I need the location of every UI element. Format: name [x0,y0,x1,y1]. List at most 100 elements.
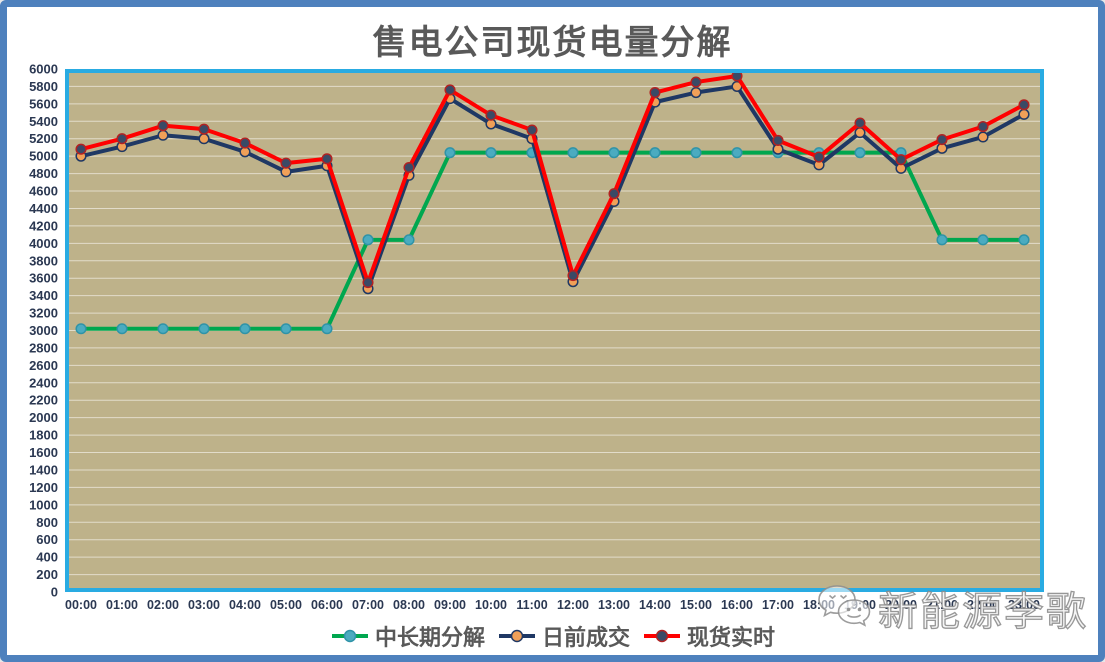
data-point [116,133,128,145]
data-point [362,277,374,289]
data-point [321,323,333,335]
data-point [936,134,948,146]
legend-item-realtime: 现货实时 [642,620,775,652]
data-point [116,323,128,335]
navy-line-marker-icon [498,629,535,643]
y-tick-label: 5400 [29,114,58,129]
y-tick-label: 5200 [29,131,58,146]
y-tick-label: 2400 [29,375,58,390]
data-point [977,120,989,133]
data-point [198,123,210,135]
y-tick-label: 5800 [29,79,58,94]
x-tick-label: 17:00 [762,598,794,612]
y-tick-label: 3800 [29,253,58,268]
x-tick-label: 09:00 [434,598,466,612]
x-tick-label: 04:00 [229,598,261,612]
data-point [772,134,784,147]
x-tick-label: 12:00 [557,598,589,612]
x-tick-label: 15:00 [680,598,712,612]
x-tick-label: 14:00 [639,598,671,612]
data-point [1018,99,1030,111]
data-point [1018,234,1030,246]
data-point [854,147,866,159]
y-tick-label: 4200 [29,218,58,233]
data-point [608,147,620,159]
x-tick-label: 06:00 [311,598,343,612]
x-tick-label: 18:00 [803,598,835,612]
y-tick-label: 3400 [29,288,58,303]
series-line [79,150,1026,331]
series-line [79,84,1026,291]
y-tick-label: 4400 [29,201,58,216]
y-tick-label: 3000 [29,323,58,338]
data-point [854,117,866,129]
legend-label: 现货实时 [687,625,776,651]
y-tick-label: 200 [36,567,58,582]
data-point [567,147,579,159]
legend-item-dayahead: 日前成交 [497,620,630,652]
y-tick-label: 5600 [29,96,58,111]
series-0 [75,147,1030,335]
y-tick-label: 0 [51,585,58,600]
data-point [157,129,169,141]
x-tick-label: 00:00 [65,598,97,612]
data-point [936,234,948,246]
data-point [198,133,210,145]
series-line [79,73,1026,285]
chart-legend: 中长期分解 日前成交 现货实时 [7,620,1098,652]
y-tick-label: 3200 [29,306,58,321]
data-point [813,151,825,163]
y-tick-label: 2600 [29,358,58,373]
data-point [485,147,497,159]
data-point [649,147,661,159]
data-point [485,109,497,121]
red-line-marker-icon [644,629,680,643]
y-tick-label: 800 [36,515,58,530]
data-point [403,161,415,174]
y-axis-labels: 0 200 400 600 800 1000 1200 1400 1600 1800 2000 220… [29,62,58,600]
y-tick-label: 4800 [29,166,58,181]
data-point [403,234,415,246]
x-tick-label: 23:00 [1008,598,1040,612]
data-point [444,147,456,159]
data-point [526,124,538,136]
y-tick-label: 1400 [29,462,58,477]
data-point [608,188,620,200]
data-point [75,323,87,335]
x-tick-label: 01:00 [106,598,138,612]
y-tick-label: 4600 [29,184,58,199]
y-tick-label: 4000 [29,236,58,251]
x-tick-label: 08:00 [393,598,425,612]
data-point [977,234,989,246]
data-point [690,147,702,159]
data-point [567,270,579,282]
data-point [690,76,702,88]
data-point [977,131,989,143]
data-point [854,127,866,139]
x-tick-label: 02:00 [147,598,179,612]
green-line-marker-icon [331,629,368,643]
y-tick-label: 2800 [29,340,58,355]
x-tick-label: 20:00 [885,598,917,612]
x-tick-label: 19:00 [844,598,876,612]
data-point [731,147,743,159]
y-tick-label: 1000 [29,497,58,512]
data-point [280,157,292,169]
data-point [321,153,333,165]
y-tick-label: 2200 [29,393,58,408]
line-chart-plot: 0 200 400 600 800 1000 1200 1400 1600 1800 2000 220… [29,62,1044,612]
y-tick-label: 1800 [29,428,58,443]
y-tick-label: 5000 [29,149,58,164]
x-tick-label: 05:00 [270,598,302,612]
data-point [239,137,251,149]
x-tick-label: 13:00 [598,598,630,612]
legend-label: 中长期分解 [374,625,485,651]
x-tick-label: 03:00 [188,598,220,612]
y-tick-label: 1200 [29,480,58,495]
data-point [895,154,907,166]
data-point [280,323,292,335]
x-tick-label: 16:00 [721,598,753,612]
legend-item-midlong: 中长期分解 [330,620,485,652]
data-point [198,323,210,335]
